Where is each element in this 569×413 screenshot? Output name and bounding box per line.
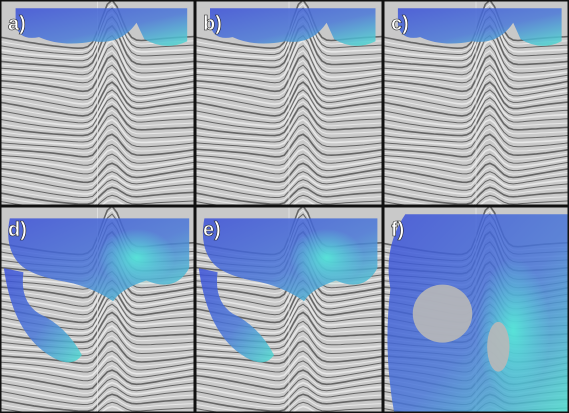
panel: e) bbox=[195, 206, 383, 413]
panel-content bbox=[383, 206, 569, 413]
overlay-gap bbox=[487, 321, 510, 372]
panel: c) bbox=[383, 0, 569, 206]
panel-border bbox=[0, 0, 195, 206]
panel-content bbox=[0, 206, 195, 413]
attribute-highlight bbox=[476, 257, 551, 403]
panel-content bbox=[195, 206, 383, 413]
attribute-overlay bbox=[15, 8, 188, 46]
attribute-highlight bbox=[289, 228, 365, 287]
attribute-overlay bbox=[397, 8, 562, 46]
panel-border bbox=[383, 206, 569, 413]
panel-content bbox=[195, 0, 383, 206]
panel: d) bbox=[0, 206, 195, 413]
attribute-overlay bbox=[3, 268, 82, 363]
panel-border bbox=[195, 0, 383, 206]
panel-content bbox=[0, 0, 195, 206]
panel-label: e) bbox=[203, 219, 221, 241]
panel: b) bbox=[195, 0, 383, 206]
panel-border bbox=[195, 206, 383, 413]
attribute-overlay bbox=[210, 8, 376, 46]
panel-border bbox=[0, 206, 195, 413]
overlay-gap bbox=[412, 284, 473, 343]
panel-label: b) bbox=[203, 13, 222, 35]
panel: f) bbox=[383, 206, 569, 413]
panel-content bbox=[383, 0, 569, 206]
panel-label: c) bbox=[391, 13, 409, 35]
panel-label: f) bbox=[391, 219, 404, 241]
panel-border bbox=[383, 0, 569, 206]
panel-label: a) bbox=[8, 13, 26, 35]
attribute-overlay bbox=[198, 268, 274, 363]
panel: a) bbox=[0, 0, 195, 206]
panel-label: d) bbox=[8, 219, 27, 241]
attribute-highlight bbox=[97, 228, 176, 287]
